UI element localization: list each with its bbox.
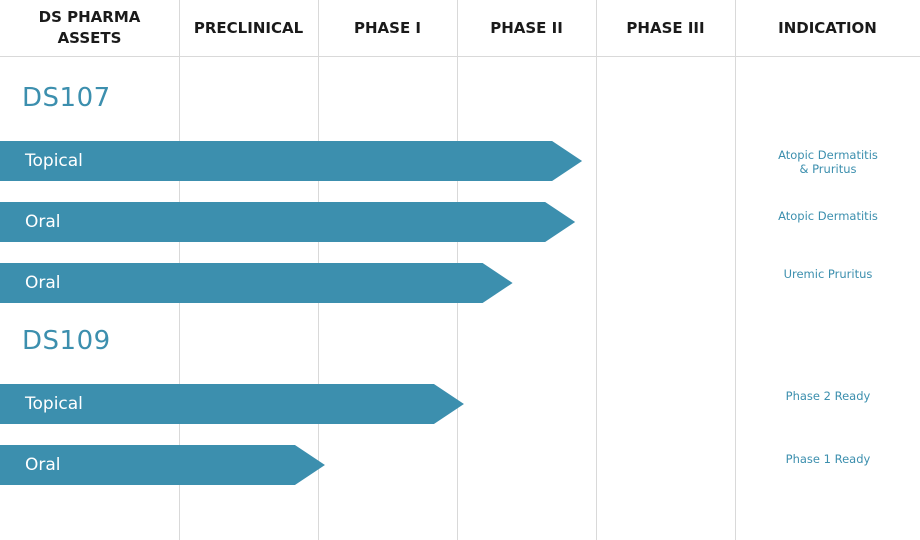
indication-label: Atopic Dermatitis & Pruritus	[778, 148, 878, 176]
program-label: Oral	[25, 212, 61, 232]
program-arrow	[0, 263, 513, 303]
program-bar: Topical	[0, 141, 583, 181]
program-bar: Oral	[0, 445, 325, 485]
program-label: Oral	[25, 273, 61, 293]
program-arrow-shape	[0, 141, 583, 181]
program-arrow	[0, 202, 576, 242]
program-arrow-shape	[0, 202, 576, 242]
program-label: Oral	[25, 455, 61, 475]
grid-column-divider	[596, 0, 597, 540]
column-header: PRECLINICAL	[193, 18, 304, 37]
asset-name: DS107	[22, 83, 111, 113]
program-arrow-shape	[0, 263, 513, 303]
program-arrow-shape	[0, 445, 325, 485]
program-arrow-shape	[0, 384, 464, 424]
grid-column-divider	[735, 0, 736, 540]
column-header: DS PHARMA ASSETS	[38, 8, 141, 47]
indication-label: Atopic Dermatitis	[778, 209, 878, 223]
program-bar: Oral	[0, 263, 513, 303]
indication-label: Phase 1 Ready	[785, 452, 871, 466]
column-header: PHASE I	[353, 18, 421, 37]
indication-label: Uremic Pruritus	[783, 267, 873, 281]
program-arrow	[0, 384, 464, 424]
column-header: PHASE III	[626, 18, 705, 37]
asset-name: DS109	[22, 326, 111, 356]
column-header: INDICATION	[778, 18, 877, 37]
column-header: PHASE II	[490, 18, 563, 37]
indication-label: Phase 2 Ready	[785, 389, 871, 403]
program-label: Topical	[25, 151, 83, 171]
header-divider	[0, 56, 920, 57]
program-arrow	[0, 141, 583, 181]
program-bar: Topical	[0, 384, 464, 424]
program-bar: Oral	[0, 202, 576, 242]
program-arrow	[0, 445, 325, 485]
program-label: Topical	[25, 394, 83, 414]
